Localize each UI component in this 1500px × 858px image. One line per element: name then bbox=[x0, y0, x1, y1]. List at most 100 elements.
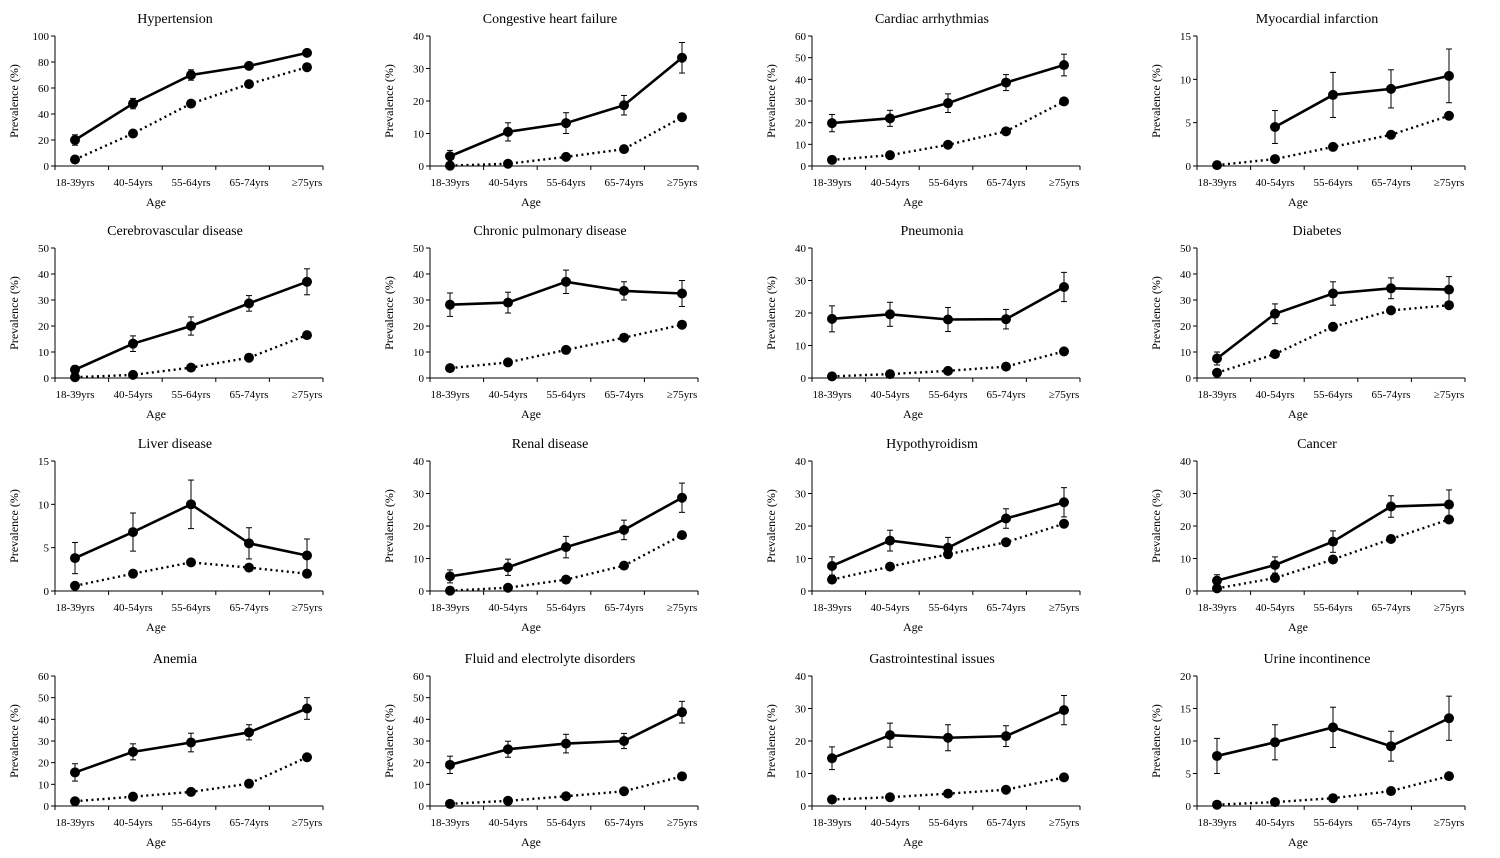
y-tick-label: 40 bbox=[795, 456, 807, 468]
dotted-data-point bbox=[503, 582, 513, 593]
chart-title: Chronic pulmonary disease bbox=[473, 224, 626, 239]
dotted-data-point bbox=[1444, 110, 1454, 121]
x-tick-label: 55-64yrs bbox=[546, 817, 585, 829]
y-tick-label: 5 bbox=[44, 543, 50, 555]
solid-data-point bbox=[827, 560, 837, 571]
chart-title: Cardiac arrhythmias bbox=[875, 12, 989, 27]
solid-data-point bbox=[70, 135, 80, 145]
dotted-data-point bbox=[1270, 573, 1280, 583]
y-tick-label: 40 bbox=[38, 269, 50, 281]
x-tick-label: 18-39yrs bbox=[430, 389, 469, 401]
dotted-data-point bbox=[619, 786, 629, 797]
y-tick-label: 10 bbox=[1180, 347, 1192, 359]
solid-data-point bbox=[1328, 288, 1338, 299]
solid-data-point bbox=[561, 276, 571, 287]
dotted-data-point bbox=[1444, 771, 1454, 782]
y-tick-label: 0 bbox=[44, 161, 50, 173]
solid-data-point bbox=[1001, 77, 1011, 88]
y-tick-label: 20 bbox=[795, 118, 807, 130]
x-tick-label: ≥75yrs bbox=[1049, 389, 1079, 401]
x-tick-label: 65-74yrs bbox=[1371, 602, 1410, 614]
y-tick-label: 10 bbox=[38, 347, 50, 359]
dotted-data-point bbox=[885, 792, 895, 803]
solid-data-point bbox=[244, 298, 254, 309]
solid-data-point bbox=[302, 47, 312, 58]
x-tick-label: ≥75yrs bbox=[292, 177, 322, 189]
x-tick-label: 55-64yrs bbox=[1313, 817, 1352, 829]
chart-svg: Cardiac arrhythmias Prevalence (%) Age 0 10 2… bbox=[764, 12, 1081, 209]
x-axis-label: Age bbox=[903, 835, 923, 849]
y-tick-label: 30 bbox=[795, 96, 807, 108]
y-tick-label: 0 bbox=[801, 373, 807, 385]
y-axis-label: Prevalence (%) bbox=[7, 64, 21, 138]
y-tick-label: 40 bbox=[1180, 269, 1192, 281]
chart-panel: Hypertension Prevalence (%) Age 0 20 40 60 80 10… bbox=[0, 0, 375, 213]
solid-data-point bbox=[677, 707, 687, 718]
dotted-series-line bbox=[1216, 518, 1450, 590]
y-tick-label: 15 bbox=[1180, 704, 1192, 716]
solid-data-point bbox=[943, 98, 953, 109]
chart-svg: Fluid and electrolyte disorders Prevalenc… bbox=[382, 652, 699, 849]
y-axis-label: Prevalence (%) bbox=[764, 276, 778, 350]
x-tick-label: 65-74yrs bbox=[1371, 817, 1410, 829]
solid-data-point bbox=[1059, 282, 1069, 292]
y-axis-label: Prevalence (%) bbox=[7, 489, 21, 563]
chart-panel: Gastrointestinal issues Prevalence (%) Age… bbox=[757, 640, 1132, 853]
dotted-data-point bbox=[1328, 141, 1338, 152]
solid-data-point bbox=[561, 738, 571, 749]
solid-data-point bbox=[445, 571, 455, 582]
dotted-data-point bbox=[128, 568, 138, 579]
y-tick-label: 15 bbox=[38, 456, 50, 468]
x-tick-label: 55-64yrs bbox=[546, 177, 585, 189]
x-tick-label: 55-64yrs bbox=[171, 817, 210, 829]
x-tick-label: 55-64yrs bbox=[1313, 602, 1352, 614]
x-tick-label: 65-74yrs bbox=[1371, 177, 1410, 189]
solid-data-point bbox=[186, 499, 196, 510]
x-tick-label: 40-54yrs bbox=[113, 177, 152, 189]
x-axis-label: Age bbox=[903, 620, 923, 634]
y-tick-label: 30 bbox=[413, 736, 425, 748]
dotted-data-point bbox=[302, 330, 312, 341]
solid-data-point bbox=[885, 535, 895, 546]
dotted-data-point bbox=[1212, 367, 1222, 378]
y-tick-label: 50 bbox=[38, 693, 50, 705]
x-axis-label: Age bbox=[1288, 620, 1308, 634]
y-tick-label: 10 bbox=[1180, 554, 1192, 566]
x-tick-label: 55-64yrs bbox=[928, 602, 967, 614]
dotted-data-point bbox=[1328, 793, 1338, 804]
solid-data-point bbox=[1386, 283, 1396, 294]
dotted-data-point bbox=[186, 786, 196, 797]
y-tick-label: 40 bbox=[38, 714, 50, 726]
dotted-data-point bbox=[677, 771, 687, 782]
solid-data-point bbox=[302, 550, 312, 561]
x-tick-label: ≥75yrs bbox=[1049, 602, 1079, 614]
dotted-data-point bbox=[1328, 554, 1338, 565]
chart-panel: Renal disease Prevalence (%) Age 0 10 20 30 40 1… bbox=[375, 425, 750, 638]
chart-panel: Hypothyroidism Prevalence (%) Age 0 10 20 30 40… bbox=[757, 425, 1132, 638]
solid-data-point bbox=[445, 299, 455, 310]
solid-series-line bbox=[449, 56, 683, 158]
x-tick-label: 18-39yrs bbox=[55, 177, 94, 189]
x-tick-label: 18-39yrs bbox=[1197, 389, 1236, 401]
solid-data-point bbox=[1001, 314, 1011, 325]
dotted-data-point bbox=[503, 357, 513, 368]
y-tick-label: 10 bbox=[38, 499, 50, 511]
dotted-series-line bbox=[1216, 304, 1450, 374]
x-tick-label: 40-54yrs bbox=[113, 602, 152, 614]
y-tick-label: 60 bbox=[38, 671, 50, 683]
chart-svg: Congestive heart failure Prevalence (%) Ag… bbox=[382, 12, 699, 209]
chart-svg: Myocardial infarction Prevalence (%) Age 0 5… bbox=[1149, 12, 1466, 209]
x-tick-label: 18-39yrs bbox=[430, 177, 469, 189]
y-tick-label: 0 bbox=[1186, 373, 1192, 385]
x-tick-label: 55-64yrs bbox=[171, 602, 210, 614]
solid-data-point bbox=[619, 100, 629, 111]
y-tick-label: 0 bbox=[419, 586, 425, 598]
chart-panel: Congestive heart failure Prevalence (%) Ag… bbox=[375, 0, 750, 213]
y-tick-label: 20 bbox=[1180, 521, 1192, 533]
dotted-data-point bbox=[445, 160, 455, 171]
x-tick-label: 40-54yrs bbox=[488, 817, 527, 829]
dotted-data-point bbox=[186, 557, 196, 568]
solid-data-point bbox=[885, 730, 895, 741]
solid-data-point bbox=[1444, 284, 1454, 295]
dotted-data-point bbox=[445, 798, 455, 809]
